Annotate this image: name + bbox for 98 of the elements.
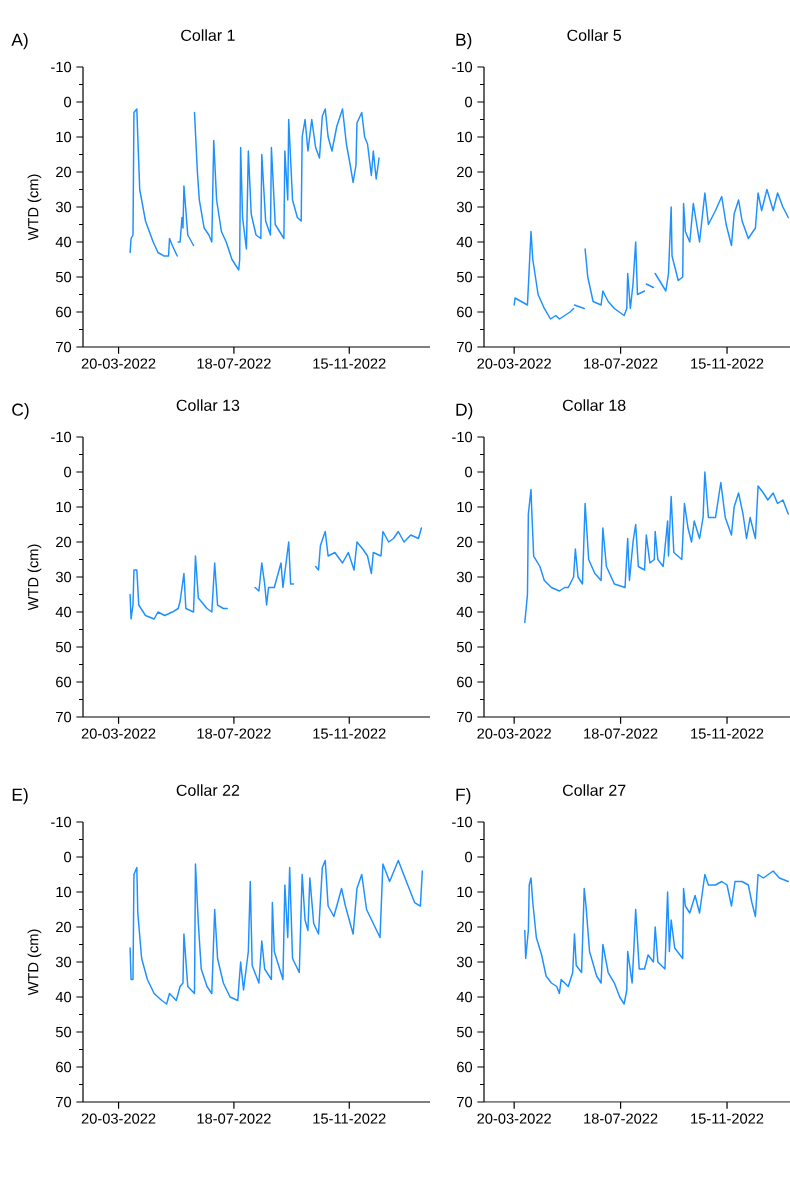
x-tick-label: 15-11-2022 xyxy=(691,728,764,739)
y-tick-label: 30 xyxy=(456,201,473,213)
y-tick-label: -10 xyxy=(452,431,473,443)
text: B) xyxy=(456,33,472,50)
y-tick-label: 0 xyxy=(465,851,473,863)
y-tick-label: 60 xyxy=(457,1061,473,1073)
y-tick-label: 60 xyxy=(56,676,72,688)
y-axis-title: WTD (cm) xyxy=(27,544,42,611)
y-tick-label: 0 xyxy=(64,851,72,863)
line-series xyxy=(193,108,380,271)
y-tick-label: 10 xyxy=(457,886,473,898)
x-tick-label: 15-11-2022 xyxy=(313,358,386,369)
y-tick-label: 0 xyxy=(465,466,473,478)
y-axis-title: WTD (cm) xyxy=(27,174,42,241)
y-tick-label: -10 xyxy=(51,816,72,828)
line-series xyxy=(524,870,789,1005)
y-tick-label: 70 xyxy=(457,1096,473,1108)
y-tick-label: 20 xyxy=(56,921,72,933)
text: D) xyxy=(456,403,473,420)
line-series xyxy=(177,185,195,247)
y-tick-label: 40 xyxy=(55,236,72,248)
y-tick-label: 30 xyxy=(55,571,72,583)
x-tick-label: 18-07-2022 xyxy=(197,358,271,369)
y-tick-label: 30 xyxy=(55,201,72,213)
text: E) xyxy=(12,788,28,805)
x-tick-label: 18-07-2022 xyxy=(584,1113,658,1124)
y-tick-label: 60 xyxy=(56,306,72,318)
y-tick-label: 40 xyxy=(456,236,473,248)
y-tick-label: -10 xyxy=(51,61,72,73)
y-tick-label: 30 xyxy=(456,571,473,583)
x-tick-label: 15-11-2022 xyxy=(313,1113,386,1124)
chart-title: Collar 27 xyxy=(562,784,626,796)
x-tick-label: 20-03-2022 xyxy=(477,358,551,369)
line-series xyxy=(654,188,789,292)
x-tick-label: 20-03-2022 xyxy=(477,1113,551,1124)
line-series xyxy=(129,555,228,620)
y-tick-label: 10 xyxy=(56,131,72,143)
line-series xyxy=(584,241,646,317)
chart-title: Collar 22 xyxy=(176,784,240,796)
y-tick-label: 0 xyxy=(64,96,72,108)
x-tick-label: 18-07-2022 xyxy=(197,728,271,739)
y-tick-label: 50 xyxy=(55,641,72,653)
y-tick-label: 10 xyxy=(56,886,72,898)
y-tick-label: 50 xyxy=(456,1026,473,1038)
y-tick-label: 10 xyxy=(457,501,473,513)
y-tick-label: 10 xyxy=(457,131,473,143)
y-tick-label: 70 xyxy=(56,711,72,723)
x-tick-label: 18-07-2022 xyxy=(197,1113,271,1124)
text: F) xyxy=(456,788,471,805)
y-tick-label: 20 xyxy=(457,166,473,178)
y-tick-label: 20 xyxy=(457,921,473,933)
y-tick-label: 70 xyxy=(56,1096,72,1108)
x-tick-label: 20-03-2022 xyxy=(81,1113,156,1124)
y-tick-label: -10 xyxy=(51,431,72,443)
line-series xyxy=(314,527,423,575)
x-tick-label: 20-03-2022 xyxy=(81,728,156,739)
y-tick-label: -10 xyxy=(452,61,473,73)
chart-title: Collar 18 xyxy=(562,399,626,411)
y-tick-label: 50 xyxy=(55,1026,72,1038)
y-tick-label: 40 xyxy=(456,991,473,1003)
y-tick-label: 40 xyxy=(456,606,473,618)
line-series xyxy=(254,541,295,606)
y-tick-label: 20 xyxy=(457,536,473,548)
text: A) xyxy=(11,33,28,50)
y-tick-label: 50 xyxy=(456,641,473,653)
y-tick-label: 30 xyxy=(55,956,72,968)
x-tick-label: 18-07-2022 xyxy=(584,728,658,739)
text: C) xyxy=(12,403,29,420)
y-tick-label: 20 xyxy=(56,166,72,178)
y-tick-label: 30 xyxy=(456,956,473,968)
y-tick-label: 60 xyxy=(56,1061,72,1073)
line-series xyxy=(524,471,789,624)
x-tick-label: 15-11-2022 xyxy=(691,1113,764,1124)
y-tick-label: 70 xyxy=(457,341,473,353)
y-tick-label: 60 xyxy=(457,306,473,318)
y-axis-title: WTD (cm) xyxy=(27,929,42,996)
y-tick-label: 0 xyxy=(465,96,473,108)
chart-title: Collar 13 xyxy=(176,399,240,411)
y-tick-label: 0 xyxy=(64,466,72,478)
x-tick-label: 15-11-2022 xyxy=(313,728,386,739)
y-tick-label: 70 xyxy=(56,341,72,353)
y-tick-label: -10 xyxy=(452,816,473,828)
line-series xyxy=(513,230,575,320)
y-tick-label: 40 xyxy=(55,991,72,1003)
y-tick-label: 70 xyxy=(457,711,473,723)
y-tick-label: 60 xyxy=(457,676,473,688)
y-tick-label: 50 xyxy=(456,271,473,283)
x-tick-label: 18-07-2022 xyxy=(584,358,658,369)
y-tick-label: 20 xyxy=(56,536,72,548)
x-tick-label: 20-03-2022 xyxy=(477,728,551,739)
y-tick-label: 40 xyxy=(55,606,72,618)
line-series xyxy=(129,108,178,257)
x-tick-label: 15-11-2022 xyxy=(691,358,764,369)
y-tick-label: 50 xyxy=(55,271,72,283)
x-tick-label: 20-03-2022 xyxy=(81,358,156,369)
y-tick-label: 10 xyxy=(56,501,72,513)
chart-title: Collar 1 xyxy=(181,29,235,41)
chart-title: Collar 5 xyxy=(567,29,622,41)
